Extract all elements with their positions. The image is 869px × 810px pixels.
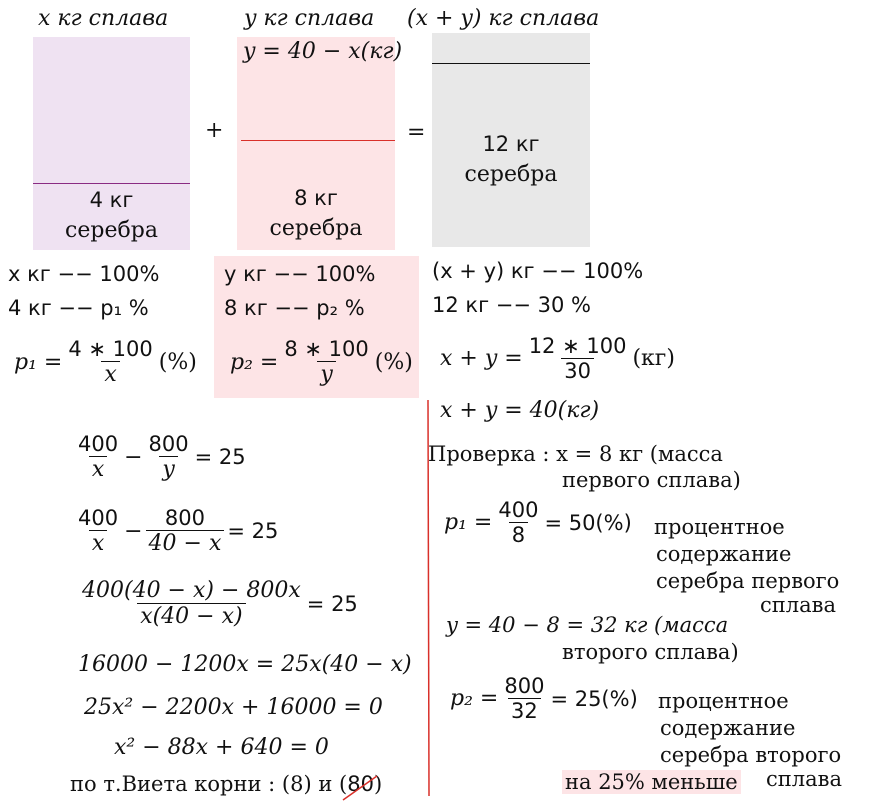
check-p2-num: 800: [504, 674, 545, 698]
eq1-num2: 800: [148, 432, 189, 456]
p2-numerator: 8 ∗ 100: [284, 337, 369, 361]
sum-label: x + y =: [440, 346, 523, 372]
left-prop-row2: 4 кг −− p₁ %: [8, 296, 149, 320]
p1-denominator: x: [101, 361, 120, 387]
check-p2-rhs: = 25(%): [550, 686, 638, 711]
eq3-rhs: = 25: [306, 591, 358, 616]
equation-5: 25x² − 2200x + 16000 = 0: [84, 695, 383, 720]
eq1-num1: 400: [78, 432, 119, 456]
box3-amount: 12 кг: [482, 132, 540, 156]
roots-close: ): [373, 772, 383, 796]
equation-3: 400(40 − x) − 800x x(40 − x) = 25: [76, 578, 358, 630]
y-formula: y = 40 − x(кг): [243, 39, 403, 64]
check-p2-den: 32: [508, 698, 541, 723]
p1-desc-2: содержание: [656, 542, 792, 566]
label-y-alloy: y кг сплава: [244, 6, 375, 31]
silver-line-1: [33, 183, 190, 184]
root2: 80: [347, 772, 374, 796]
p1-numerator: 4 ∗ 100: [68, 337, 153, 361]
check-p1-rhs: = 50(%): [544, 510, 632, 535]
check-y-2: второго сплава): [562, 640, 739, 664]
check-p1-num: 400: [498, 498, 539, 522]
label-x-alloy: x кг сплава: [38, 6, 169, 31]
check-title: Проверка : x = 8 кг (масса: [428, 442, 723, 466]
silver-line-2: [241, 140, 395, 141]
check-y: y = 40 − 8 = 32 кг (масса: [446, 613, 729, 637]
mid-prop-formula: p₂ = 8 ∗ 100 y (%): [230, 337, 413, 387]
check-p1-label: p₁ =: [444, 510, 493, 536]
right-prop-row1: (x + y) кг −− 100%: [432, 259, 644, 283]
check-p1-den: 8: [508, 522, 529, 547]
equation-1: 400 x − 800 y = 25: [72, 432, 246, 482]
eq3-num: 400(40 − x) − 800x: [82, 578, 301, 603]
p2-desc-1: процентное: [658, 689, 789, 713]
eq1-den1: x: [88, 456, 108, 482]
eq2-den2: 40 − x: [145, 530, 225, 556]
eq2-minus: −: [124, 518, 143, 544]
check-p1: p₁ = 400 8 = 50(%): [444, 498, 632, 547]
mid-prop-row1: y кг −− 100%: [224, 262, 376, 286]
eq1-den2: y: [159, 456, 178, 482]
sum-unit: (кг): [632, 346, 675, 372]
silver-line-3: [432, 63, 590, 64]
vieta-roots: по т.Виета корни : (8) и ( 80 ): [70, 772, 383, 801]
check-p2-label: p₂ =: [450, 686, 499, 712]
box1-amount: 4 кг: [89, 188, 134, 212]
eq1-rhs: = 25: [194, 445, 246, 470]
p1-desc-1: процентное: [654, 515, 785, 539]
sum-denominator: 30: [561, 358, 594, 383]
check-p2: p₂ = 800 32 = 25(%): [450, 674, 638, 723]
divider-line: [427, 399, 430, 797]
equation-6: x² − 88x + 640 = 0: [114, 735, 329, 760]
root2-crossed: 80: [342, 772, 378, 801]
mid-prop-row2: 8 кг −− p₂ %: [224, 296, 365, 320]
equation-4: 16000 − 1200x = 25x(40 − x): [78, 652, 412, 677]
check-title-2: первого сплава): [562, 468, 741, 492]
left-prop-formula: p₁ = 4 ∗ 100 x (%): [14, 337, 197, 387]
p2-desc-2: содержание: [660, 716, 796, 740]
label-sum-alloy: (x + y) кг сплава: [407, 6, 600, 31]
answer-highlight: на 25% меньше: [562, 770, 741, 794]
equals-sign: =: [407, 120, 426, 145]
p1-label: p₁ =: [14, 349, 63, 375]
sum-result: x + y = 40(кг): [440, 398, 600, 423]
eq2-den1: x: [88, 530, 108, 556]
box1-word: серебра: [65, 218, 158, 243]
eq3-den: x(40 − x): [137, 603, 246, 629]
right-prop-formula: x + y = 12 ∗ 100 30 (кг): [440, 334, 675, 383]
p2-desc-4: сплава: [766, 767, 842, 791]
box3-word: серебра: [464, 162, 558, 187]
sum-numerator: 12 ∗ 100: [528, 334, 627, 358]
p1-desc-4: сплава: [760, 593, 836, 617]
box2-amount: 8 кг: [294, 186, 338, 210]
alloy-box-2: [237, 37, 395, 250]
alloy-box-1: [33, 37, 190, 250]
p1-unit: (%): [158, 349, 197, 375]
p2-label: p₂ =: [230, 349, 279, 375]
plus-sign: +: [205, 118, 224, 143]
eq1-minus: −: [124, 444, 143, 470]
p2-unit: (%): [374, 349, 413, 375]
eq2-num2: 800: [164, 506, 205, 530]
p2-desc-3: серебра второго: [660, 743, 842, 767]
cross-out-mark: [342, 775, 378, 801]
box2-word: серебра: [269, 216, 363, 241]
eq2-num1: 400: [78, 506, 119, 530]
left-prop-row1: x кг −− 100%: [8, 262, 160, 286]
vieta-text: по т.Виета корни : (8) и (: [70, 772, 348, 796]
eq2-rhs: = 25: [227, 519, 279, 544]
alloy-box-3: [432, 33, 590, 247]
p2-denominator: y: [317, 361, 336, 387]
right-prop-row2: 12 кг −− 30 %: [432, 293, 592, 317]
mid-proportion-highlight: [214, 256, 419, 398]
equation-2: 400 x − 800 40 − x = 25: [72, 506, 278, 556]
p1-desc-3: серебра первого: [656, 569, 840, 593]
